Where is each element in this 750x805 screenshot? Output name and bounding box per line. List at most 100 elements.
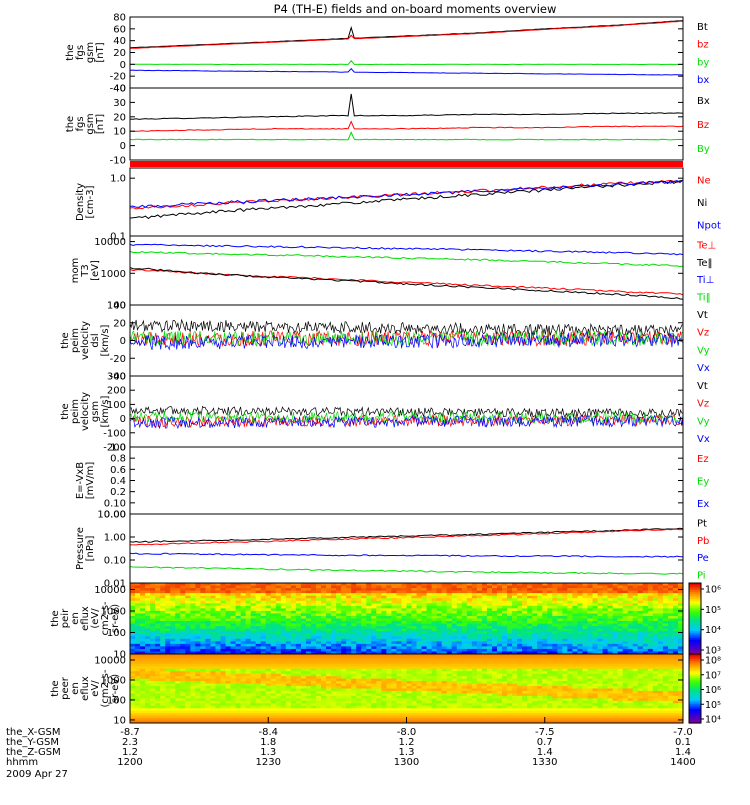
y-tick-label: 0.4 xyxy=(110,476,126,487)
y-tick-label: 0 xyxy=(120,336,126,347)
y-tick-label: -100 xyxy=(103,428,126,439)
y-tick-label: 30 xyxy=(113,98,126,109)
colorbar-tick-label: 10⁵ xyxy=(705,700,721,711)
series-bx xyxy=(130,69,683,75)
series-Bz xyxy=(130,122,683,132)
panel-frame xyxy=(130,447,683,514)
legend-entry: Vy xyxy=(697,416,710,427)
y-tick-label: -20 xyxy=(110,354,126,365)
series-Te‖ xyxy=(130,267,683,299)
series-Pe xyxy=(130,553,683,557)
legend-entry: Vy xyxy=(697,345,710,356)
y-tick-label: 10000 xyxy=(94,237,126,248)
panel-frame xyxy=(130,168,683,236)
spectrogram-cells xyxy=(130,654,684,724)
legend-entry: Pt xyxy=(697,519,707,530)
y-axis-label: thepeimvelocitydsl[km/s] xyxy=(60,321,111,360)
y-tick-label: 20 xyxy=(113,48,126,59)
legend-entry: Vx xyxy=(697,434,710,445)
colorbar-tick-label: 10⁴ xyxy=(705,715,721,726)
colorbar-tick-label: 10⁸ xyxy=(705,656,721,667)
series-Bx xyxy=(130,94,683,120)
y-axis-label: thefgsgsm[nT] xyxy=(65,42,106,63)
y-axis-label: momT3[eV] xyxy=(70,258,101,284)
panel-e-vxb: 1.00.80.60.40.20.100.00E=-VxB[mV/m]EzEyE… xyxy=(75,443,709,521)
legend-entry: By xyxy=(697,144,710,155)
y-tick-label: 200 xyxy=(107,386,126,397)
y-axis-label: thefgsgsm[nT] xyxy=(65,113,106,134)
legend-entry: Te⊥ xyxy=(696,241,716,252)
y-tick-label: 10 xyxy=(113,715,126,726)
legend-entry: Npot xyxy=(697,221,721,232)
y-tick-label: 0.10 xyxy=(104,498,126,509)
y-tick-label: 300 xyxy=(107,372,126,383)
y-tick-label: 0.2 xyxy=(110,487,126,498)
y-tick-label: 10000 xyxy=(94,585,126,596)
y-tick-label: 40 xyxy=(113,301,126,312)
legend-entry: Bt xyxy=(697,22,708,33)
colorbar-tick-label: 10⁶ xyxy=(705,685,721,696)
legend-entry: Ez xyxy=(697,454,709,465)
legend-entry: Ex xyxy=(697,499,709,510)
x-row-value: 1300 xyxy=(394,757,419,768)
y-tick-label: 0.6 xyxy=(110,465,126,476)
y-axis-label: thepeerenefluxeV/(cm2-s-sr-eV) xyxy=(50,669,121,707)
y-axis-label: E=-VxB[mV/m] xyxy=(75,462,96,500)
y-axis-label: Pressure[nPa] xyxy=(75,527,96,570)
colorbar-tick-label: 10⁴ xyxy=(705,625,721,636)
y-tick-label: 10.00 xyxy=(97,510,126,521)
y-tick-label: 0 xyxy=(120,141,126,152)
legend-entry: Ne xyxy=(697,175,711,186)
date-label: 2009 Apr 27 xyxy=(6,769,68,780)
legend-entry: Ti⊥ xyxy=(696,275,714,286)
panel-frame xyxy=(130,88,683,160)
y-tick-label: 1000 xyxy=(101,269,126,280)
y-tick-label: 1.00 xyxy=(104,533,126,544)
legend-entry: Vx xyxy=(697,363,710,374)
y-tick-label: 1.0 xyxy=(110,443,126,454)
panel-peim-velocity-2: 3002001000-100-200thepeimvelocitygsm[km/… xyxy=(60,372,710,454)
legend-entry: Pe xyxy=(697,553,709,564)
panel-peir-spectrogram: 10000100010010thepeireneflux(eV/cm2-s-sr… xyxy=(50,583,721,661)
series-By xyxy=(130,132,683,140)
legend-entry: bx xyxy=(697,75,709,86)
legend-entry: by xyxy=(697,57,709,68)
series-group xyxy=(130,528,683,574)
y-tick-label: 10000 xyxy=(94,656,126,667)
series-Ti⊥ xyxy=(130,244,683,255)
legend-entry: Ni xyxy=(697,198,707,209)
y-axis-label: thepeireneflux(eV/cm2-s-sr-eV) xyxy=(50,601,121,635)
y-tick-label: 20 xyxy=(113,112,126,123)
series-Bt xyxy=(130,21,683,48)
panel-frame xyxy=(130,17,683,88)
x-row-value: 1230 xyxy=(256,757,281,768)
series-Pb xyxy=(130,529,683,545)
y-tick-label: 80 xyxy=(113,13,126,24)
y-tick-label: 1.0 xyxy=(110,174,126,185)
series-Pt xyxy=(130,528,683,542)
legend-entry: Pi xyxy=(697,570,706,581)
y-tick-label: 60 xyxy=(113,24,126,35)
x-row-value: 1330 xyxy=(532,757,557,768)
y-tick-label: 40 xyxy=(113,36,126,47)
legend-entry: Vt xyxy=(697,381,708,392)
legend-entry: Bx xyxy=(697,96,710,107)
y-tick-label: 0 xyxy=(120,414,126,425)
series-by xyxy=(130,61,683,65)
series-Te⊥ xyxy=(130,269,683,295)
series-Ti‖ xyxy=(130,251,683,266)
y-tick-label: 0 xyxy=(120,60,126,71)
colorbar-tick-label: 10⁵ xyxy=(705,605,721,616)
separator-band xyxy=(130,161,683,167)
series-Ni xyxy=(130,180,683,218)
legend-entry: bz xyxy=(697,40,709,51)
panel-peer-spectrogram: 10000100010010thepeerenefluxeV/(cm2-s-sr… xyxy=(50,654,721,726)
series-group xyxy=(130,180,683,219)
series-group xyxy=(130,21,683,75)
